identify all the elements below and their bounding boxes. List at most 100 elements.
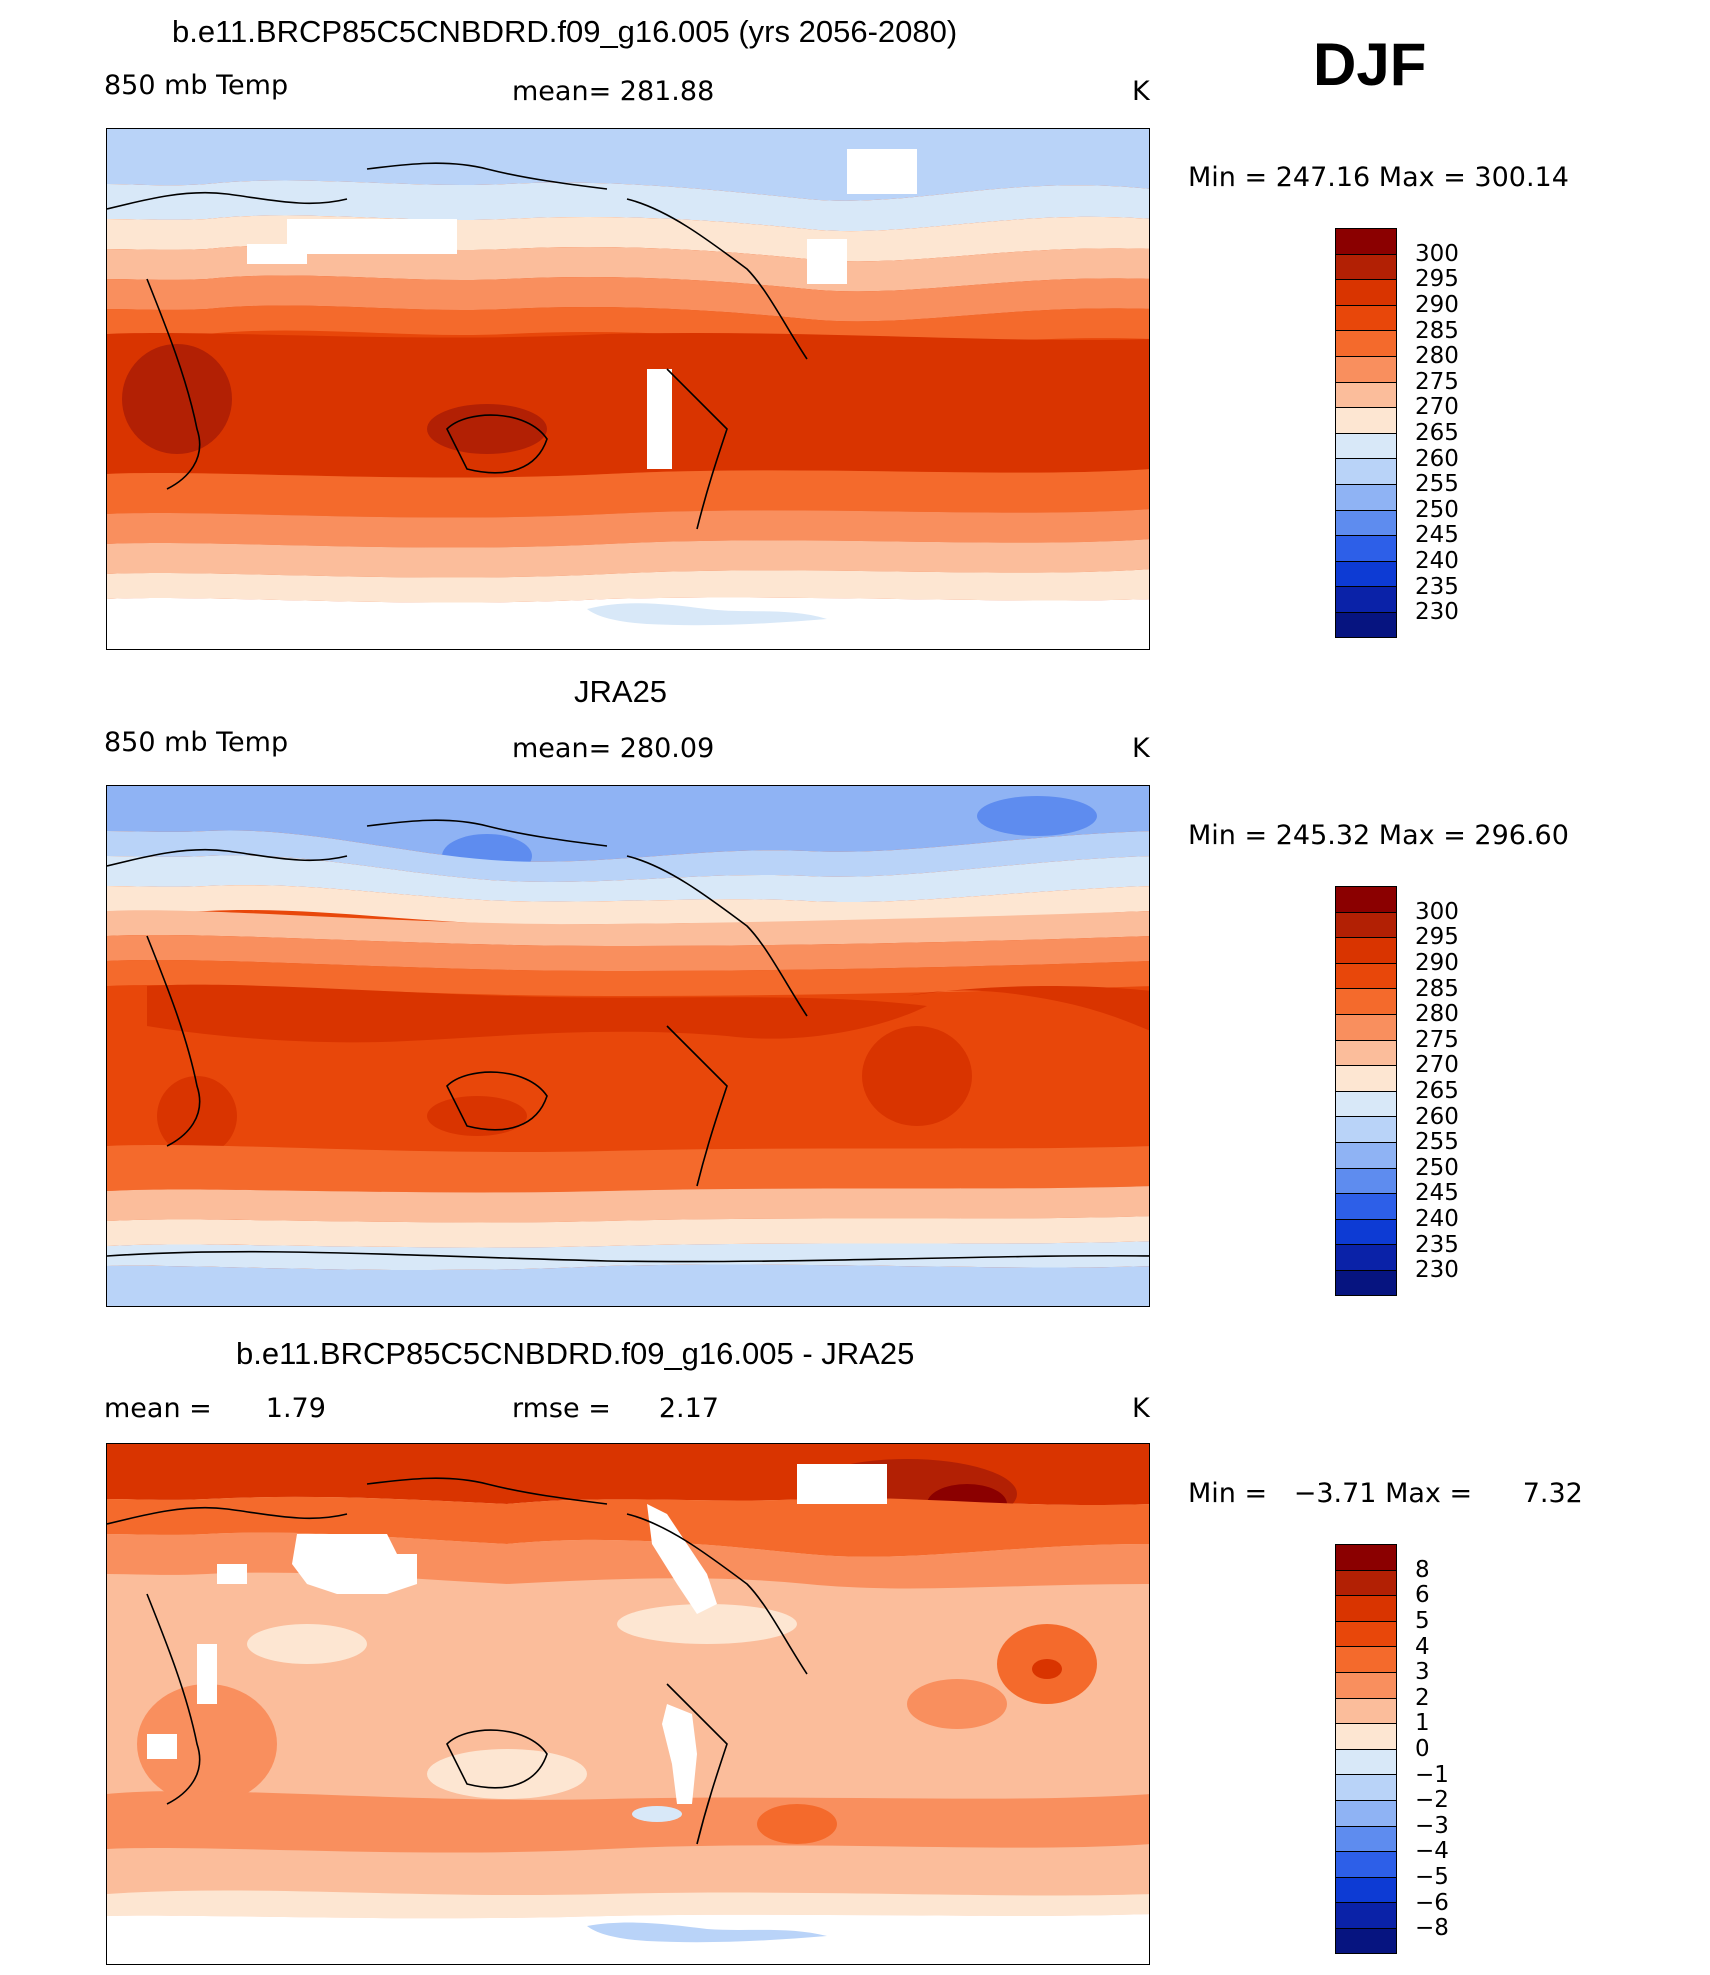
colorbar-tick-label: −1 (1415, 1761, 1449, 1788)
colorbar-swatch (1335, 1039, 1397, 1066)
colorbar-swatch (1335, 407, 1397, 433)
colorbar-swatch (1335, 560, 1397, 587)
colorbar-swatch (1335, 458, 1397, 484)
colorbar-tick-label: −6 (1415, 1889, 1449, 1916)
colorbar-swatch (1335, 611, 1397, 638)
colorbar-tick-label: 255 (1415, 1129, 1459, 1156)
colorbar-tick-label: −5 (1415, 1864, 1449, 1890)
colorbar-tick-label: 250 (1415, 1154, 1459, 1181)
colorbar-swatch (1335, 1723, 1397, 1749)
panel-2-colorbar (1335, 886, 1397, 1296)
colorbar-swatch (1335, 1620, 1397, 1647)
colorbar-swatch (1335, 1065, 1397, 1091)
panel-2-mean-label: mean= 280.09 (512, 733, 715, 764)
colorbar-tick-label: 3 (1415, 1659, 1430, 1686)
colorbar-swatch (1335, 228, 1397, 254)
colorbar-tick-label: 8 (1415, 1556, 1430, 1583)
colorbar-swatch (1335, 432, 1397, 459)
colorbar-swatch (1335, 1671, 1397, 1698)
colorbar-swatch (1335, 355, 1397, 382)
colorbar-tick-label: 270 (1415, 1052, 1459, 1079)
panel-1-variable-label: 850 mb Temp (104, 70, 289, 101)
panel-3-max-value: 7.32 (1522, 1478, 1583, 1509)
colorbar-swatch (1335, 1774, 1397, 1800)
colorbar-swatch (1335, 1646, 1397, 1672)
panel-3-mean-value: 1.79 (265, 1393, 326, 1424)
colorbar-tick-label: 4 (1415, 1633, 1430, 1660)
panel-2-max-value: 296.60 (1474, 820, 1569, 851)
colorbar-tick-label: 2 (1415, 1684, 1430, 1711)
panel-1-min-label: Min = 247.16 Max = 300.14 (1188, 162, 1569, 193)
colorbar-tick-label: 290 (1415, 292, 1459, 318)
colorbar-swatch (1335, 509, 1397, 536)
colorbar-tick-label: 280 (1415, 1001, 1459, 1028)
colorbar-swatch (1335, 304, 1397, 331)
panel-2-map-svg (107, 786, 1149, 1306)
colorbar-swatch (1335, 279, 1397, 305)
colorbar-tick-label: 240 (1415, 548, 1459, 574)
colorbar-tick-label: 260 (1415, 445, 1459, 472)
panel-3-units-label: K (1132, 1393, 1150, 1424)
panel-1-mean-label: mean= 281.88 (512, 76, 715, 107)
panel-2-min-label: Min = 245.32 Max = 296.60 (1188, 820, 1569, 851)
panel-3-title: b.e11.BRCP85C5CNBDRD.f09_g16.005 - JRA25 (236, 1336, 915, 1371)
panel-2-variable-label: 850 mb Temp (104, 727, 289, 758)
colorbar-tick-label: 300 (1415, 240, 1459, 267)
colorbar-tick-label: 285 (1415, 975, 1459, 1002)
colorbar-tick-label: 290 (1415, 950, 1459, 976)
colorbar-tick-label: 255 (1415, 471, 1459, 498)
colorbar-tick-label: 245 (1415, 1180, 1459, 1207)
panel-1-colorbar (1335, 228, 1397, 638)
colorbar-swatch (1335, 1269, 1397, 1296)
colorbar-tick-label: 240 (1415, 1206, 1459, 1232)
colorbar-tick-label: 270 (1415, 394, 1459, 421)
colorbar-swatch (1335, 1013, 1397, 1040)
colorbar-tick-label: 235 (1415, 573, 1459, 600)
colorbar-swatch (1335, 1218, 1397, 1245)
panel-3-min-label: Min = −3.71 Max = 7.32 (1188, 1478, 1583, 1509)
colorbar-tick-label: 300 (1415, 898, 1459, 925)
panel-1-min-value: 247.16 (1275, 162, 1371, 193)
colorbar-swatch (1335, 586, 1397, 612)
colorbar-swatch (1335, 253, 1397, 280)
panel-3-mean-label: mean = 1.79 (104, 1393, 326, 1424)
colorbar-swatch (1335, 962, 1397, 989)
panel-2-min-value: 245.32 (1275, 820, 1371, 851)
colorbar-swatch (1335, 988, 1397, 1014)
colorbar-swatch (1335, 1825, 1397, 1852)
panel-2-units-label: K (1132, 733, 1150, 764)
colorbar-swatch (1335, 1167, 1397, 1194)
colorbar-tick-label: 265 (1415, 420, 1459, 446)
panel-3-rmse-label: rmse = 2.17 (512, 1393, 719, 1424)
panel-3-rmse-value: 2.17 (658, 1393, 719, 1424)
colorbar-tick-label: 260 (1415, 1103, 1459, 1130)
panel-2-title: JRA25 (574, 674, 668, 709)
colorbar-swatch (1335, 381, 1397, 408)
colorbar-swatch (1335, 1193, 1397, 1219)
colorbar-tick-label: 230 (1415, 599, 1459, 626)
panel-1-units-label: K (1132, 76, 1150, 107)
colorbar-tick-label: 250 (1415, 496, 1459, 523)
colorbar-tick-label: 285 (1415, 317, 1459, 344)
panel-3-min-value: −3.71 (1293, 1478, 1377, 1509)
colorbar-swatch (1335, 911, 1397, 938)
colorbar-swatch (1335, 1544, 1397, 1570)
colorbar-tick-label: 295 (1415, 924, 1459, 951)
colorbar-swatch (1335, 1799, 1397, 1826)
colorbar-swatch (1335, 330, 1397, 356)
colorbar-swatch (1335, 1569, 1397, 1596)
colorbar-tick-label: 275 (1415, 368, 1459, 395)
panel-1-max-value: 300.14 (1474, 162, 1569, 193)
colorbar-tick-label: 245 (1415, 522, 1459, 549)
colorbar-swatch (1335, 535, 1397, 561)
colorbar-tick-label: 295 (1415, 266, 1459, 293)
colorbar-tick-label: 265 (1415, 1078, 1459, 1104)
colorbar-swatch (1335, 1141, 1397, 1168)
colorbar-tick-label: −4 (1415, 1838, 1449, 1865)
colorbar-tick-label: −3 (1415, 1812, 1449, 1839)
colorbar-tick-label: 0 (1415, 1736, 1430, 1762)
colorbar-swatch (1335, 1116, 1397, 1142)
colorbar-tick-label: 275 (1415, 1026, 1459, 1053)
colorbar-tick-label: −2 (1415, 1787, 1449, 1814)
season-label: DJF (1313, 31, 1427, 98)
